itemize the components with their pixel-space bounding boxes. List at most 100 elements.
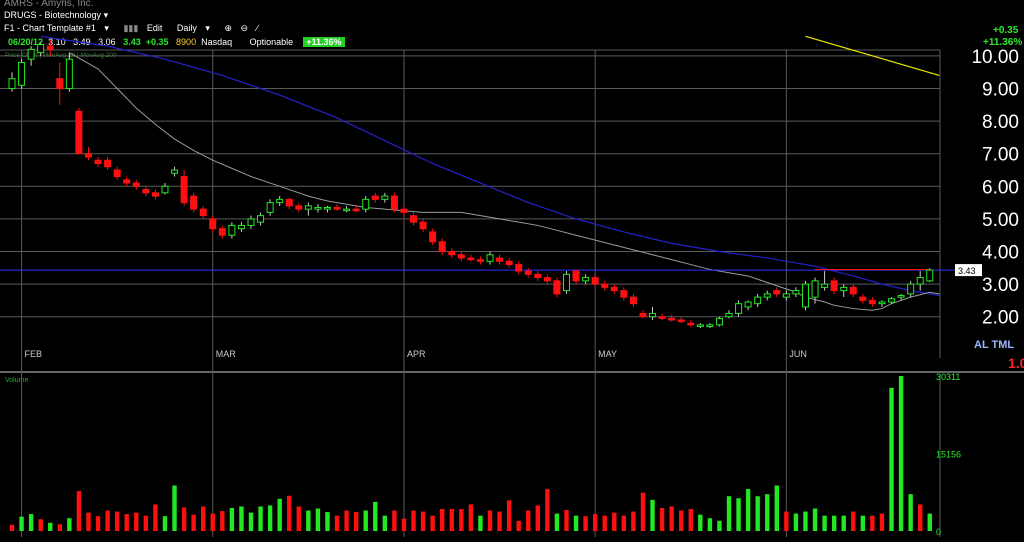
candle-body [285, 198, 293, 207]
candle-body [639, 312, 647, 318]
volume-bar [440, 509, 445, 531]
volume-bar [612, 512, 617, 531]
volume-bar [927, 513, 932, 531]
volume-bar [889, 387, 894, 531]
volume-bar [803, 511, 808, 531]
quote-change: +0.35 [145, 37, 169, 47]
volume-bar [134, 512, 139, 531]
volume-bar [765, 494, 770, 531]
volume-bar [114, 511, 120, 531]
candle-body [725, 312, 733, 318]
candle-body [830, 280, 838, 292]
candle-body [94, 159, 102, 164]
candle-body [773, 290, 781, 295]
chevron-down-icon: ▾ [205, 23, 210, 33]
template-selector[interactable]: F1 - Chart Template #1 ▾ [4, 23, 115, 33]
volume-bar [229, 507, 235, 531]
candle-body [199, 208, 207, 217]
volume-bar [554, 513, 560, 531]
draw-line-icon[interactable]: ∕ [256, 23, 259, 33]
last-price-box [955, 264, 982, 277]
price-tick-label: 6.00 [982, 177, 1019, 198]
candle-body [668, 317, 676, 321]
zoom-out-icon[interactable]: ⊖ [240, 23, 249, 33]
volume-bar [86, 512, 91, 531]
right-change: +0.35 [993, 25, 1019, 36]
volume-tick-label: 30311 [936, 372, 960, 382]
candle-body [362, 198, 370, 210]
volume-bar [48, 522, 53, 531]
candle-body [257, 215, 265, 223]
candle-body [763, 293, 771, 298]
volume-bar [315, 508, 321, 531]
candle-body [543, 277, 551, 282]
volume-bar [774, 485, 779, 531]
month-label: APR [407, 349, 426, 359]
volume-bar [124, 514, 129, 531]
month-label: FEB [25, 349, 43, 359]
candle-body [65, 58, 73, 90]
candle-body [457, 254, 465, 259]
industry-selector[interactable]: DRUGS - Biotechnology ▾ [4, 10, 108, 21]
volume-bar [793, 513, 799, 531]
candle-body [438, 241, 446, 253]
candle-body [75, 110, 83, 155]
volume-bar [459, 509, 464, 531]
volume-bar [602, 515, 607, 531]
legend-text: Price Chart | MovAvg 20 | MovAvg 200 [5, 52, 117, 59]
volume-bar [420, 511, 426, 531]
candle-body [237, 224, 245, 230]
candle-body [113, 169, 121, 178]
period-selector[interactable]: Daily ▾ [177, 23, 216, 33]
candle-body [333, 207, 341, 210]
volume-bar [918, 504, 923, 531]
candle-body [601, 283, 609, 288]
zoom-in-icon[interactable]: ⊕ [224, 23, 232, 33]
candle-body [266, 202, 274, 213]
candle-body [878, 301, 886, 305]
volume-bar [191, 514, 196, 531]
candle-body [610, 286, 618, 292]
volume-bar [841, 515, 846, 531]
month-label: MAY [598, 349, 617, 359]
month-label: JUN [789, 349, 807, 359]
chevron-down-icon: ▾ [103, 10, 109, 20]
quote-date: 06/20/12 [8, 37, 44, 47]
trendline [805, 35, 940, 77]
volume-bar [717, 520, 722, 531]
candle-body [323, 207, 331, 210]
candle-body [562, 273, 570, 292]
volume-bar [267, 505, 273, 531]
ma20-line [69, 52, 940, 311]
edit-label: Edit [146, 23, 163, 33]
volume-bar [162, 516, 168, 531]
quote-open: 3.10 [48, 37, 66, 47]
candle-body [868, 299, 876, 305]
candle-body [582, 277, 590, 282]
edit-button[interactable]: ▮▮▮ Edit [123, 23, 168, 33]
volume-bar [468, 504, 474, 531]
volume-bar [688, 509, 693, 531]
volume-bar [640, 492, 646, 531]
volume-bar [344, 510, 349, 531]
last-price-label: 3.43 [958, 266, 976, 276]
volume-bar [745, 489, 751, 531]
volume-bar [592, 514, 598, 531]
volume-bar [353, 512, 359, 531]
bar-chart-icon: ▮▮▮ [123, 23, 139, 33]
price-tick-label: 2.00 [982, 308, 1019, 329]
volume-bar [650, 499, 655, 531]
candle-body [907, 283, 915, 295]
volume-bar [411, 510, 416, 531]
candle-body [792, 290, 800, 295]
candle-body [295, 205, 303, 210]
candle-body [419, 221, 427, 230]
candle-body [180, 176, 188, 204]
volume-bar [631, 511, 636, 531]
volume-bar [57, 524, 62, 531]
month-label: MAR [216, 349, 237, 359]
candle-body [553, 280, 561, 295]
quote-volume: 8900 [176, 37, 197, 47]
candle-body [37, 44, 45, 54]
